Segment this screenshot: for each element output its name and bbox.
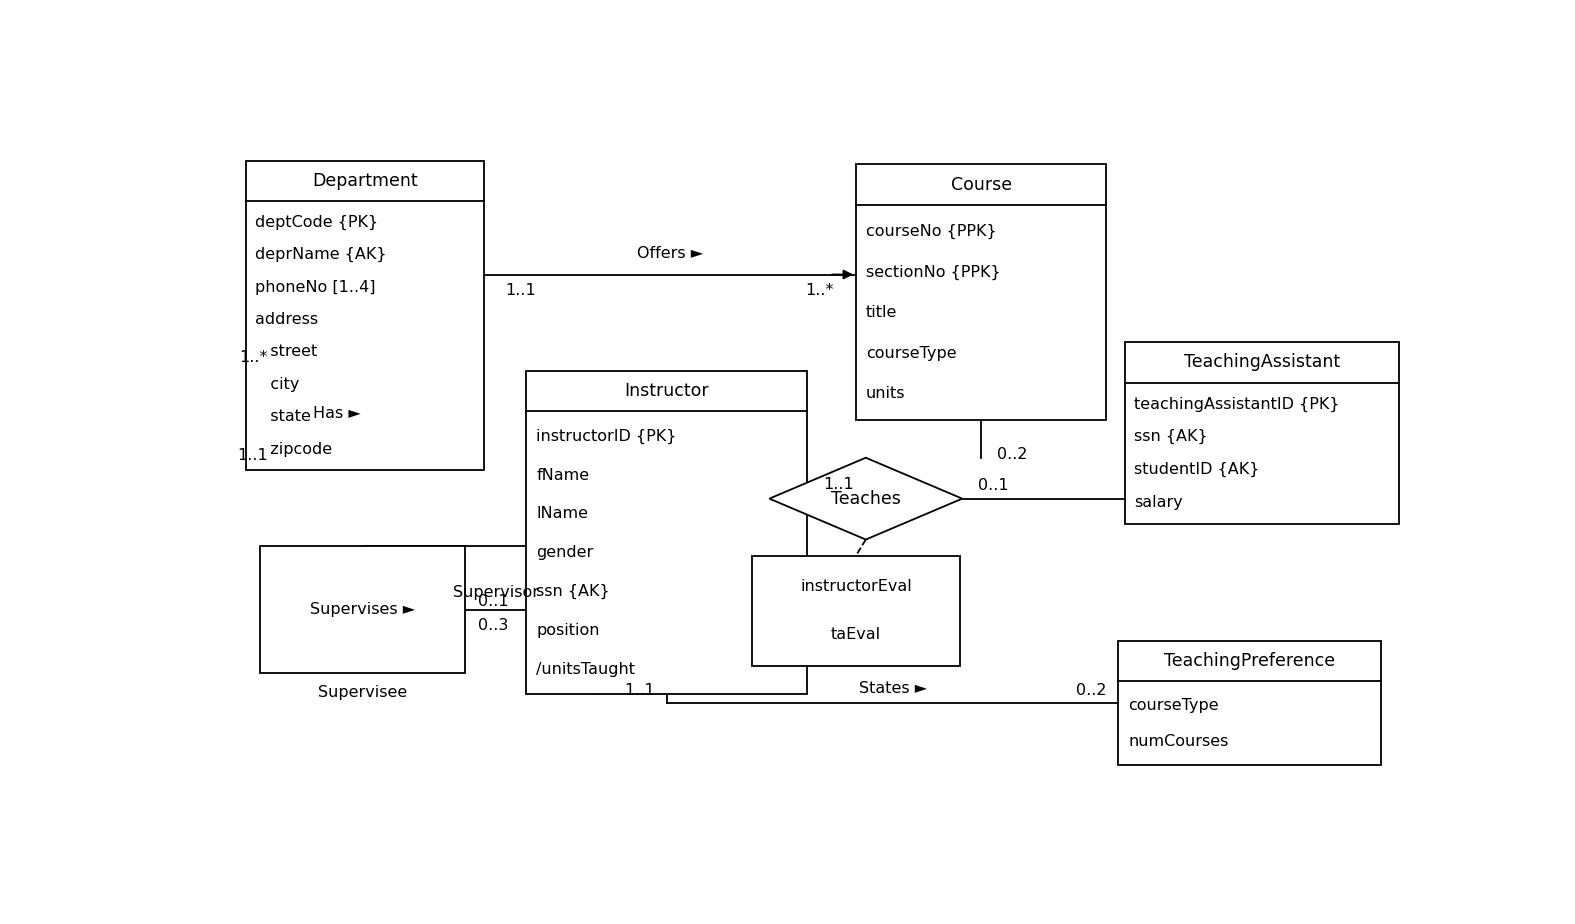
Text: fName: fName (536, 468, 589, 482)
Text: TeachingAssistant: TeachingAssistant (1184, 353, 1340, 371)
Text: ssn {AK}: ssn {AK} (1134, 429, 1208, 444)
Text: instructorID {PK}: instructorID {PK} (536, 429, 677, 444)
Text: state: state (255, 409, 312, 424)
Text: teachingAssistantID {PK}: teachingAssistantID {PK} (1134, 396, 1340, 411)
Text: 1..1: 1..1 (506, 283, 537, 298)
Bar (246, 161, 484, 470)
Text: 1..1: 1..1 (236, 448, 268, 464)
Text: courseNo {PPK}: courseNo {PPK} (866, 224, 997, 238)
Text: studentID {AK}: studentID {AK} (1134, 462, 1260, 477)
Text: zipcode: zipcode (255, 442, 332, 456)
Text: Supervisor: Supervisor (454, 585, 539, 600)
Text: position: position (536, 623, 600, 638)
Text: address: address (255, 312, 318, 327)
Bar (526, 371, 806, 694)
Text: numCourses: numCourses (1128, 735, 1229, 749)
Text: phoneNo [1..4]: phoneNo [1..4] (255, 280, 376, 295)
Text: courseType: courseType (1128, 698, 1219, 712)
Text: 0..1: 0..1 (978, 479, 1008, 493)
Text: 1..*: 1..* (806, 283, 835, 298)
Text: salary: salary (1134, 494, 1183, 510)
Bar (753, 555, 959, 666)
Bar (857, 164, 1106, 420)
Bar (1118, 641, 1381, 765)
Text: TeachingPreference: TeachingPreference (1164, 652, 1336, 670)
Text: deprName {AK}: deprName {AK} (255, 247, 387, 262)
Text: Supervisee: Supervisee (318, 686, 408, 700)
Text: street: street (255, 345, 318, 359)
Text: Department: Department (312, 172, 417, 190)
Text: taEval: taEval (832, 627, 880, 642)
Text: 1..1: 1..1 (624, 683, 655, 698)
Text: Offers ►: Offers ► (636, 246, 702, 261)
Text: Course: Course (951, 176, 1011, 193)
Text: instructorEval: instructorEval (800, 579, 912, 594)
Text: ssn {AK}: ssn {AK} (536, 584, 610, 599)
Text: States ►: States ► (858, 682, 926, 697)
Text: 1..*: 1..* (239, 350, 268, 365)
Text: /unitsTaught: /unitsTaught (536, 662, 635, 676)
Text: 0..2: 0..2 (997, 447, 1027, 462)
Text: Has ►: Has ► (313, 406, 361, 420)
Text: Supervises ►: Supervises ► (310, 602, 416, 617)
Text: deptCode {PK}: deptCode {PK} (255, 214, 378, 230)
Text: units: units (866, 386, 906, 401)
Text: gender: gender (536, 545, 594, 560)
Text: 0..1: 0..1 (477, 593, 509, 609)
Text: Teaches: Teaches (832, 490, 901, 507)
Text: 0..3: 0..3 (477, 618, 509, 633)
Text: city: city (255, 377, 299, 392)
Text: 0..2: 0..2 (1076, 683, 1106, 698)
Polygon shape (769, 457, 962, 540)
Text: courseType: courseType (866, 346, 956, 360)
Text: 1..1: 1..1 (824, 477, 854, 492)
Text: Instructor: Instructor (625, 382, 709, 400)
Bar (1125, 342, 1399, 524)
Bar (260, 546, 466, 673)
Text: sectionNo {PPK}: sectionNo {PPK} (866, 264, 1000, 280)
Text: lName: lName (536, 506, 587, 521)
Text: title: title (866, 305, 898, 320)
